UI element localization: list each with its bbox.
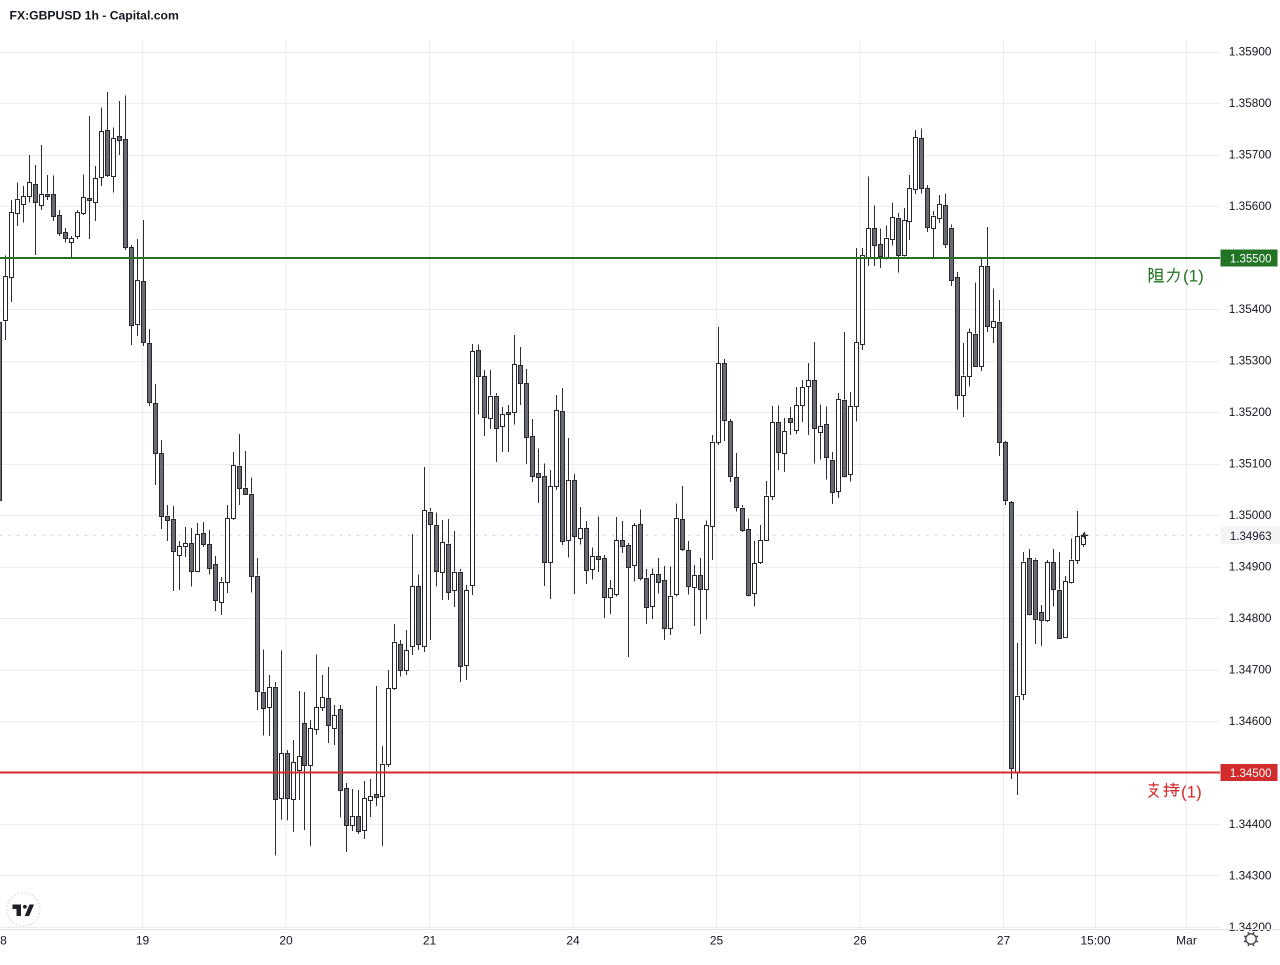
svg-text:Mar: Mar	[1176, 934, 1197, 948]
svg-text:27: 27	[997, 934, 1011, 948]
svg-text:1.34900: 1.34900	[1229, 560, 1272, 574]
svg-text:(1): (1)	[1181, 783, 1202, 802]
svg-text:1.35400: 1.35400	[1229, 302, 1272, 316]
svg-text:1.35000: 1.35000	[1229, 508, 1272, 522]
svg-text:1.35300: 1.35300	[1229, 354, 1272, 368]
svg-text:25: 25	[710, 934, 724, 948]
svg-text:24: 24	[566, 934, 580, 948]
svg-text:FX:GBPUSD 1h - Capital.com: FX:GBPUSD 1h - Capital.com	[10, 9, 179, 23]
svg-text:1.34500: 1.34500	[1230, 768, 1272, 780]
svg-text:(1): (1)	[1183, 267, 1204, 286]
svg-text:21: 21	[423, 934, 437, 948]
svg-text:1.35200: 1.35200	[1229, 405, 1272, 419]
svg-text:1.34300: 1.34300	[1229, 869, 1272, 883]
svg-text:1.34963: 1.34963	[1230, 531, 1272, 543]
svg-text:1.34700: 1.34700	[1229, 663, 1272, 677]
svg-text:1.34200: 1.34200	[1229, 920, 1272, 934]
svg-text:1.35700: 1.35700	[1229, 148, 1272, 162]
svg-text:20: 20	[279, 934, 293, 948]
svg-text:8: 8	[0, 934, 7, 948]
svg-text:1.35800: 1.35800	[1229, 96, 1272, 110]
svg-text:1.35500: 1.35500	[1230, 254, 1272, 266]
svg-text:1.34400: 1.34400	[1229, 817, 1272, 831]
svg-text:1.34800: 1.34800	[1229, 611, 1272, 625]
svg-text:1.34600: 1.34600	[1229, 714, 1272, 728]
svg-text:26: 26	[853, 934, 867, 948]
svg-text:1.35900: 1.35900	[1229, 45, 1272, 59]
svg-text:19: 19	[136, 934, 150, 948]
svg-text:15:00: 15:00	[1080, 934, 1110, 948]
svg-text:1.35600: 1.35600	[1229, 199, 1272, 213]
svg-text:1.35100: 1.35100	[1229, 457, 1272, 471]
